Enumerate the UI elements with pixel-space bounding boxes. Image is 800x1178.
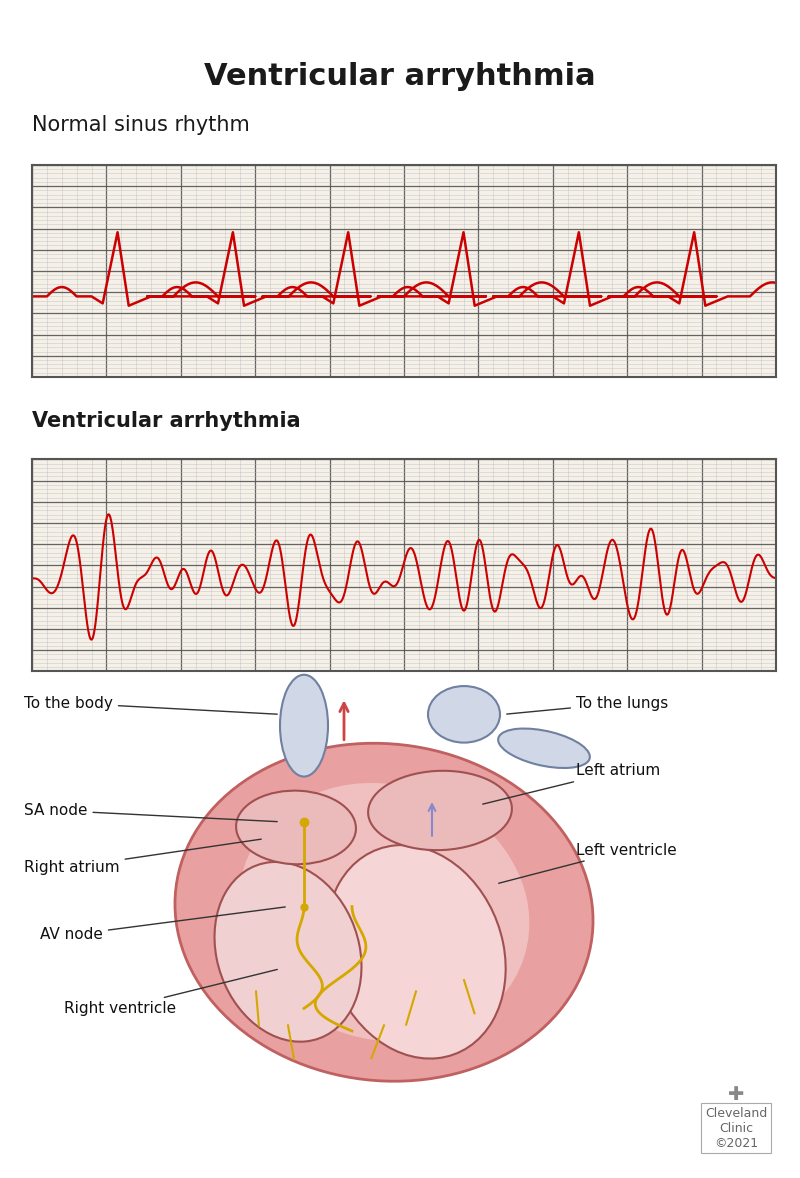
Text: Right ventricle: Right ventricle [64,969,278,1015]
Text: To the lungs: To the lungs [506,695,668,714]
Ellipse shape [236,790,356,865]
Text: To the body: To the body [24,695,278,714]
Ellipse shape [238,783,530,1041]
Ellipse shape [175,743,593,1081]
Text: Cleveland
Clinic
©2021: Cleveland Clinic ©2021 [705,1106,767,1150]
Text: Left atrium: Left atrium [482,763,660,805]
Ellipse shape [326,845,506,1059]
Text: Normal sinus rhythm: Normal sinus rhythm [32,115,250,135]
Text: Ventricular arryhthmia: Ventricular arryhthmia [204,62,596,91]
Text: SA node: SA node [24,803,278,821]
Ellipse shape [368,770,512,851]
Text: AV node: AV node [40,907,286,942]
Ellipse shape [280,675,328,776]
Text: ✚: ✚ [728,1085,744,1105]
Text: Left ventricle: Left ventricle [498,842,677,884]
Ellipse shape [498,728,590,768]
Ellipse shape [214,862,362,1041]
Text: Ventricular arrhythmia: Ventricular arrhythmia [32,411,301,431]
Ellipse shape [428,686,500,742]
Text: Right atrium: Right atrium [24,839,262,874]
